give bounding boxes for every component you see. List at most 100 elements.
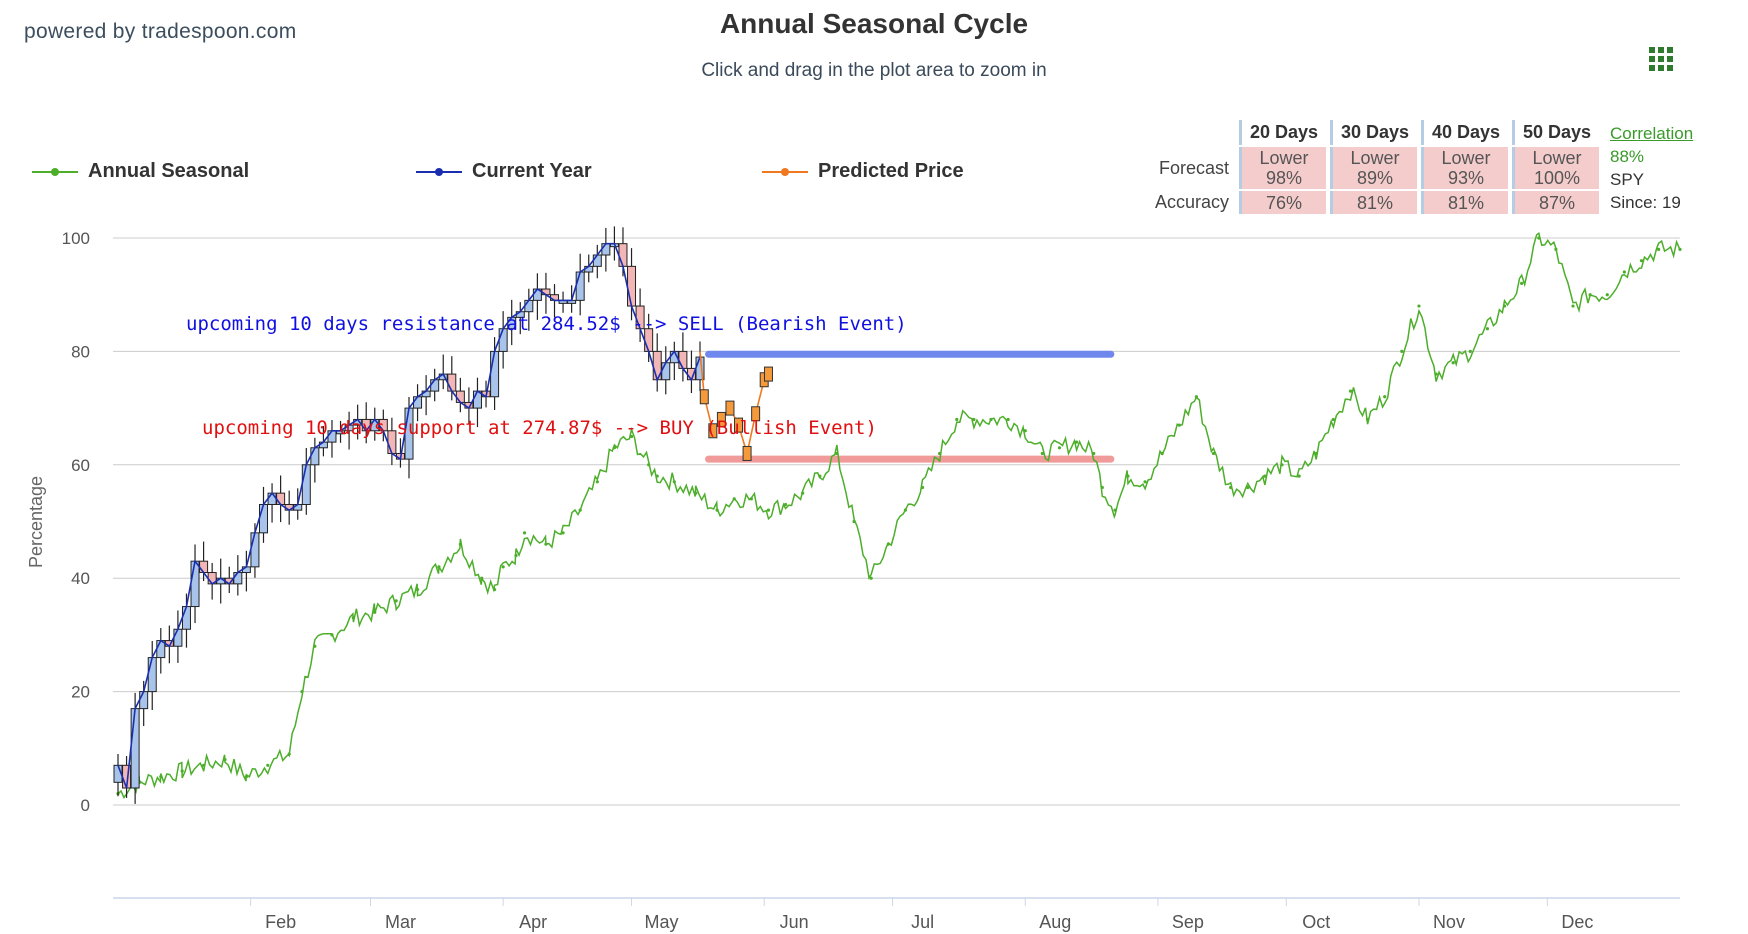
seasonal-point xyxy=(578,508,582,512)
seasonal-point xyxy=(480,576,484,580)
candle-body xyxy=(301,464,311,505)
seasonal-point xyxy=(180,769,184,773)
forecast-percent: 93% xyxy=(1448,168,1485,188)
candle-body xyxy=(267,492,277,505)
seasonal-point xyxy=(1113,508,1117,512)
candle-body xyxy=(575,271,585,301)
seasonal-point xyxy=(612,446,617,450)
seasonal-point xyxy=(1417,304,1421,308)
seasonal-point xyxy=(1639,259,1644,263)
forecast-percent: 89% xyxy=(1357,168,1394,188)
seasonal-point xyxy=(886,542,890,546)
seasonal-point xyxy=(1331,417,1335,422)
correlation-panel: Correlation 88% SPY Since: 19 xyxy=(1610,122,1748,214)
forecast-cell: Lower 98% xyxy=(1239,147,1327,189)
seasonal-point xyxy=(647,463,651,467)
seasonal-point xyxy=(1383,395,1387,399)
seasonal-point xyxy=(1502,304,1507,308)
y-tick-label: 40 xyxy=(71,569,90,588)
seasonal-point xyxy=(1057,446,1062,450)
seasonal-point xyxy=(514,553,518,558)
candle-body xyxy=(592,254,602,267)
predicted-candle xyxy=(763,366,773,382)
seasonal-point xyxy=(818,474,822,478)
forecast-direction: Lower xyxy=(1441,148,1491,168)
legend-predicted-line-icon xyxy=(762,167,808,176)
seasonal-point xyxy=(544,542,548,546)
chart-title: Annual Seasonal Cycle xyxy=(719,8,1029,39)
seasonal-point xyxy=(1297,474,1301,478)
legend-seasonal-line-icon xyxy=(32,167,78,176)
seasonal-point xyxy=(201,763,206,767)
seasonal-point xyxy=(437,565,441,569)
stats-header-30: 30 Days xyxy=(1330,120,1417,145)
legend-current-year[interactable]: Current Year xyxy=(416,160,592,183)
seasonal-point xyxy=(989,417,993,422)
seasonal-point xyxy=(955,417,959,422)
accuracy-cell: 87% xyxy=(1512,191,1600,214)
candle-body xyxy=(259,503,269,534)
seasonal-point xyxy=(903,508,908,512)
seasonal-point xyxy=(244,775,248,779)
candle-body xyxy=(601,243,611,256)
legend-predicted-price[interactable]: Predicted Price xyxy=(762,160,964,183)
seasonal-point xyxy=(1468,349,1472,353)
seasonal-point xyxy=(159,775,163,779)
correlation-value: 88% xyxy=(1610,147,1645,166)
seasonal-point xyxy=(223,758,227,762)
brand-credit[interactable]: powered by tradespoon.com xyxy=(24,20,297,43)
seasonal-point xyxy=(1006,417,1010,422)
candle-body xyxy=(181,606,191,630)
stats-header-40: 40 Days xyxy=(1421,120,1508,145)
seasonal-point xyxy=(783,502,788,507)
seasonal-point xyxy=(373,610,377,614)
candle-body xyxy=(199,560,209,574)
x-tick-label: Jun xyxy=(780,912,809,932)
legend-label: Annual Seasonal xyxy=(88,160,250,182)
candle-body xyxy=(173,628,183,647)
seasonal-point xyxy=(1177,423,1181,427)
x-tick-label: Apr xyxy=(519,912,547,932)
seasonal-point xyxy=(492,587,497,592)
forecast-percent: 100% xyxy=(1534,168,1581,188)
seasonal-point xyxy=(1348,389,1353,393)
forecast-cell: Lower 93% xyxy=(1421,147,1509,189)
forecast-direction: Lower xyxy=(1259,148,1309,168)
seasonal-point xyxy=(1571,304,1575,308)
seasonal-point xyxy=(266,763,270,767)
predicted-candle xyxy=(751,406,761,422)
seasonal-point xyxy=(1622,270,1626,274)
x-tick-label: Nov xyxy=(1433,912,1465,932)
seasonal-point xyxy=(313,644,317,648)
x-tick-label: Sep xyxy=(1172,912,1204,932)
candle-body xyxy=(661,362,671,381)
seasonal-point xyxy=(595,480,599,484)
seasonal-point xyxy=(300,690,304,694)
seasonal-point xyxy=(801,491,805,495)
menu-grid-icon[interactable] xyxy=(1648,46,1676,74)
forecast-direction: Lower xyxy=(1532,148,1582,168)
candle-body xyxy=(455,390,465,403)
accuracy-row-label: Accuracy xyxy=(1155,192,1230,212)
legend-label: Current Year xyxy=(472,160,592,182)
candle-body xyxy=(250,532,260,568)
support-annotation: upcoming 10 days support at 274.87$ --> … xyxy=(202,417,877,439)
forecast-direction: Lower xyxy=(1350,148,1400,168)
series-current-year-line xyxy=(117,242,701,789)
seasonal-point xyxy=(835,451,839,456)
seasonal-point xyxy=(938,451,942,456)
seasonal-point xyxy=(1554,247,1558,251)
x-tick-label: Aug xyxy=(1039,912,1071,932)
candle-body xyxy=(139,691,149,710)
seasonal-point xyxy=(1657,247,1661,251)
candle-body xyxy=(233,572,243,585)
seasonal-point xyxy=(672,480,676,484)
legend-annual-seasonal[interactable]: Annual Seasonal xyxy=(32,160,249,183)
seasonal-point xyxy=(1400,349,1404,353)
predicted-candle xyxy=(742,445,752,461)
y-axis-title: Percentage xyxy=(26,476,46,568)
y-tick-label: 60 xyxy=(71,456,90,475)
correlation-link[interactable]: Correlation xyxy=(1610,124,1694,143)
candle-body xyxy=(130,708,140,789)
